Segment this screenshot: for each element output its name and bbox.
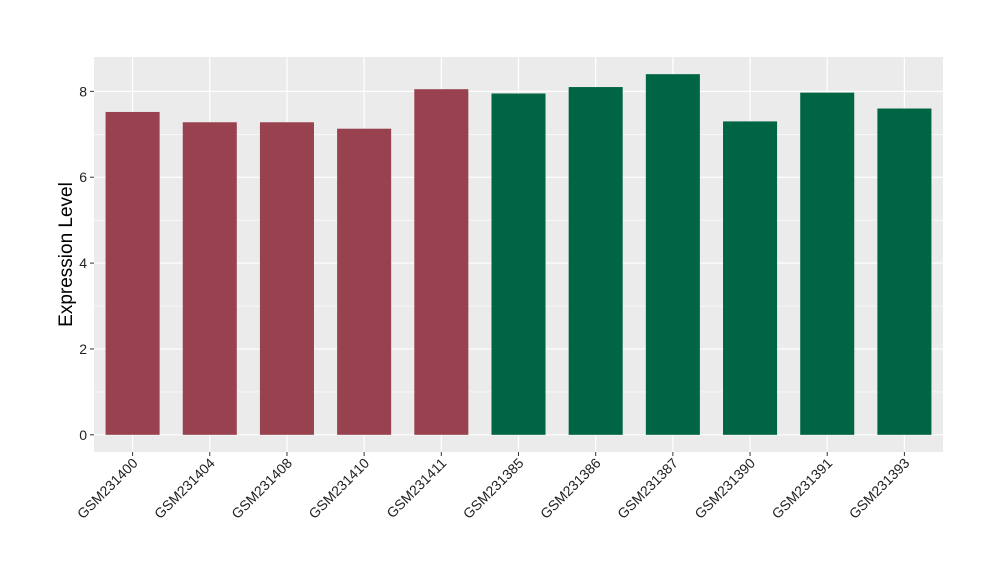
bar-gsm231387 xyxy=(645,74,700,435)
x-tick-label: GSM231393 xyxy=(846,455,913,522)
y-tick-label: 2 xyxy=(79,341,87,357)
y-tick-label: 4 xyxy=(79,255,87,271)
y-tick-label: 8 xyxy=(79,83,87,99)
bar-gsm231410 xyxy=(337,128,392,435)
x-tick-label: GSM231411 xyxy=(383,455,449,521)
x-tick-label: GSM231410 xyxy=(305,455,372,522)
x-tick-label: GSM231385 xyxy=(460,455,527,522)
bars xyxy=(105,74,932,435)
bar-gsm231385 xyxy=(491,93,546,435)
y-axis-title: Expression Level xyxy=(56,182,77,327)
bar-gsm231411 xyxy=(414,89,469,435)
bar-gsm231391 xyxy=(800,92,855,435)
y-axis-ticks: 0 2 4 6 8 xyxy=(79,83,94,443)
bar-gsm231408 xyxy=(259,122,314,435)
y-tick-label: 0 xyxy=(79,427,87,443)
x-tick-label: GSM231390 xyxy=(691,455,758,522)
bar-gsm231404 xyxy=(182,122,237,435)
bar-gsm231393 xyxy=(877,108,932,435)
bar-gsm231400 xyxy=(105,111,160,435)
x-tick-label: GSM231387 xyxy=(614,455,681,522)
x-axis-ticks: GSM231400 GSM231404 GSM231408 GSM231410 GSM2… xyxy=(74,452,913,522)
y-tick-label: 6 xyxy=(79,169,87,185)
x-tick-label: GSM231386 xyxy=(537,455,604,522)
x-tick-label: GSM231400 xyxy=(74,455,141,522)
x-tick-label: GSM231404 xyxy=(151,455,218,522)
bar-gsm231390 xyxy=(723,121,778,435)
bar-gsm231386 xyxy=(568,87,623,435)
x-tick-label: GSM231391 xyxy=(768,455,835,522)
x-tick-label: GSM231408 xyxy=(228,455,295,522)
